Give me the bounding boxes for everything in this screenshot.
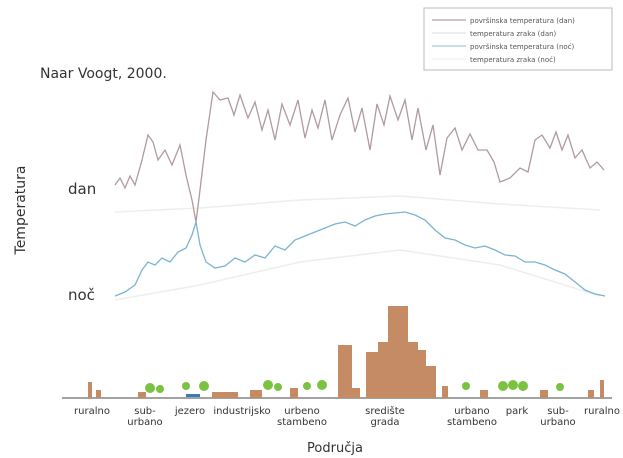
building: [588, 390, 594, 398]
chart-title: Naar Voogt, 2000.: [40, 66, 167, 82]
tree: [156, 385, 164, 393]
building: [290, 388, 298, 398]
legend-label: površinska temperatura (noć): [470, 43, 575, 51]
region-label: urbeno: [284, 406, 319, 417]
region-label: ruralno: [584, 406, 620, 417]
building: [138, 392, 146, 398]
tree: [508, 380, 518, 390]
tree: [556, 383, 564, 391]
tree: [303, 382, 311, 390]
air-temp-night: [114, 249, 601, 301]
curve-label: noč: [68, 286, 95, 304]
lake: [186, 394, 200, 397]
legend-label: površinska temperatura (dan): [470, 17, 575, 25]
region-label: stambeno: [447, 417, 497, 428]
x-axis-title: Područja: [307, 441, 363, 456]
y-axis-title: Temperatura: [13, 166, 29, 256]
region-label: sub-: [134, 406, 156, 417]
building: [88, 382, 92, 398]
surface-temp-day: [114, 90, 605, 223]
legend-box: [423, 7, 613, 71]
tree: [462, 382, 470, 390]
building: [480, 390, 488, 398]
region-label: industrijsko: [213, 406, 270, 417]
tree: [498, 381, 508, 391]
tree: [274, 383, 282, 391]
building: [540, 390, 548, 398]
buildings: [88, 306, 604, 398]
region-label: park: [506, 406, 529, 417]
tree: [182, 382, 190, 390]
region-label: središte: [365, 405, 405, 417]
region-label: sub-: [547, 406, 569, 417]
tree: [317, 380, 327, 390]
region-label: urbano: [540, 417, 575, 428]
building: [352, 388, 360, 398]
tree: [199, 381, 209, 391]
region-label: stambeno: [277, 417, 327, 428]
region-label: urbano: [454, 406, 489, 417]
region-label: urbano: [127, 417, 162, 428]
tree: [263, 380, 273, 390]
building: [600, 380, 604, 398]
region-label: ruralno: [74, 406, 110, 417]
region-label: jezero: [174, 406, 205, 417]
tree: [145, 383, 155, 393]
tree: [518, 381, 528, 391]
building: [338, 345, 352, 398]
legend-label: temperatura zraka (noć): [470, 56, 556, 64]
building: [442, 386, 448, 398]
building: [212, 392, 238, 398]
building: [96, 390, 101, 398]
building: [378, 342, 388, 398]
building: [366, 352, 378, 398]
region-label: grada: [370, 417, 399, 428]
building: [408, 342, 418, 398]
building: [426, 366, 436, 398]
trees: [145, 380, 564, 393]
building: [418, 350, 426, 398]
air-temp-day: [114, 195, 601, 213]
building: [388, 306, 408, 398]
legend-label: temperatura zraka (dan): [470, 30, 557, 38]
building: [250, 390, 262, 398]
curve-label: dan: [68, 180, 96, 198]
region-labels: ruralno sub-urbano jezero industrijsko urben…: [74, 405, 620, 428]
surface-temp-night: [114, 211, 606, 297]
